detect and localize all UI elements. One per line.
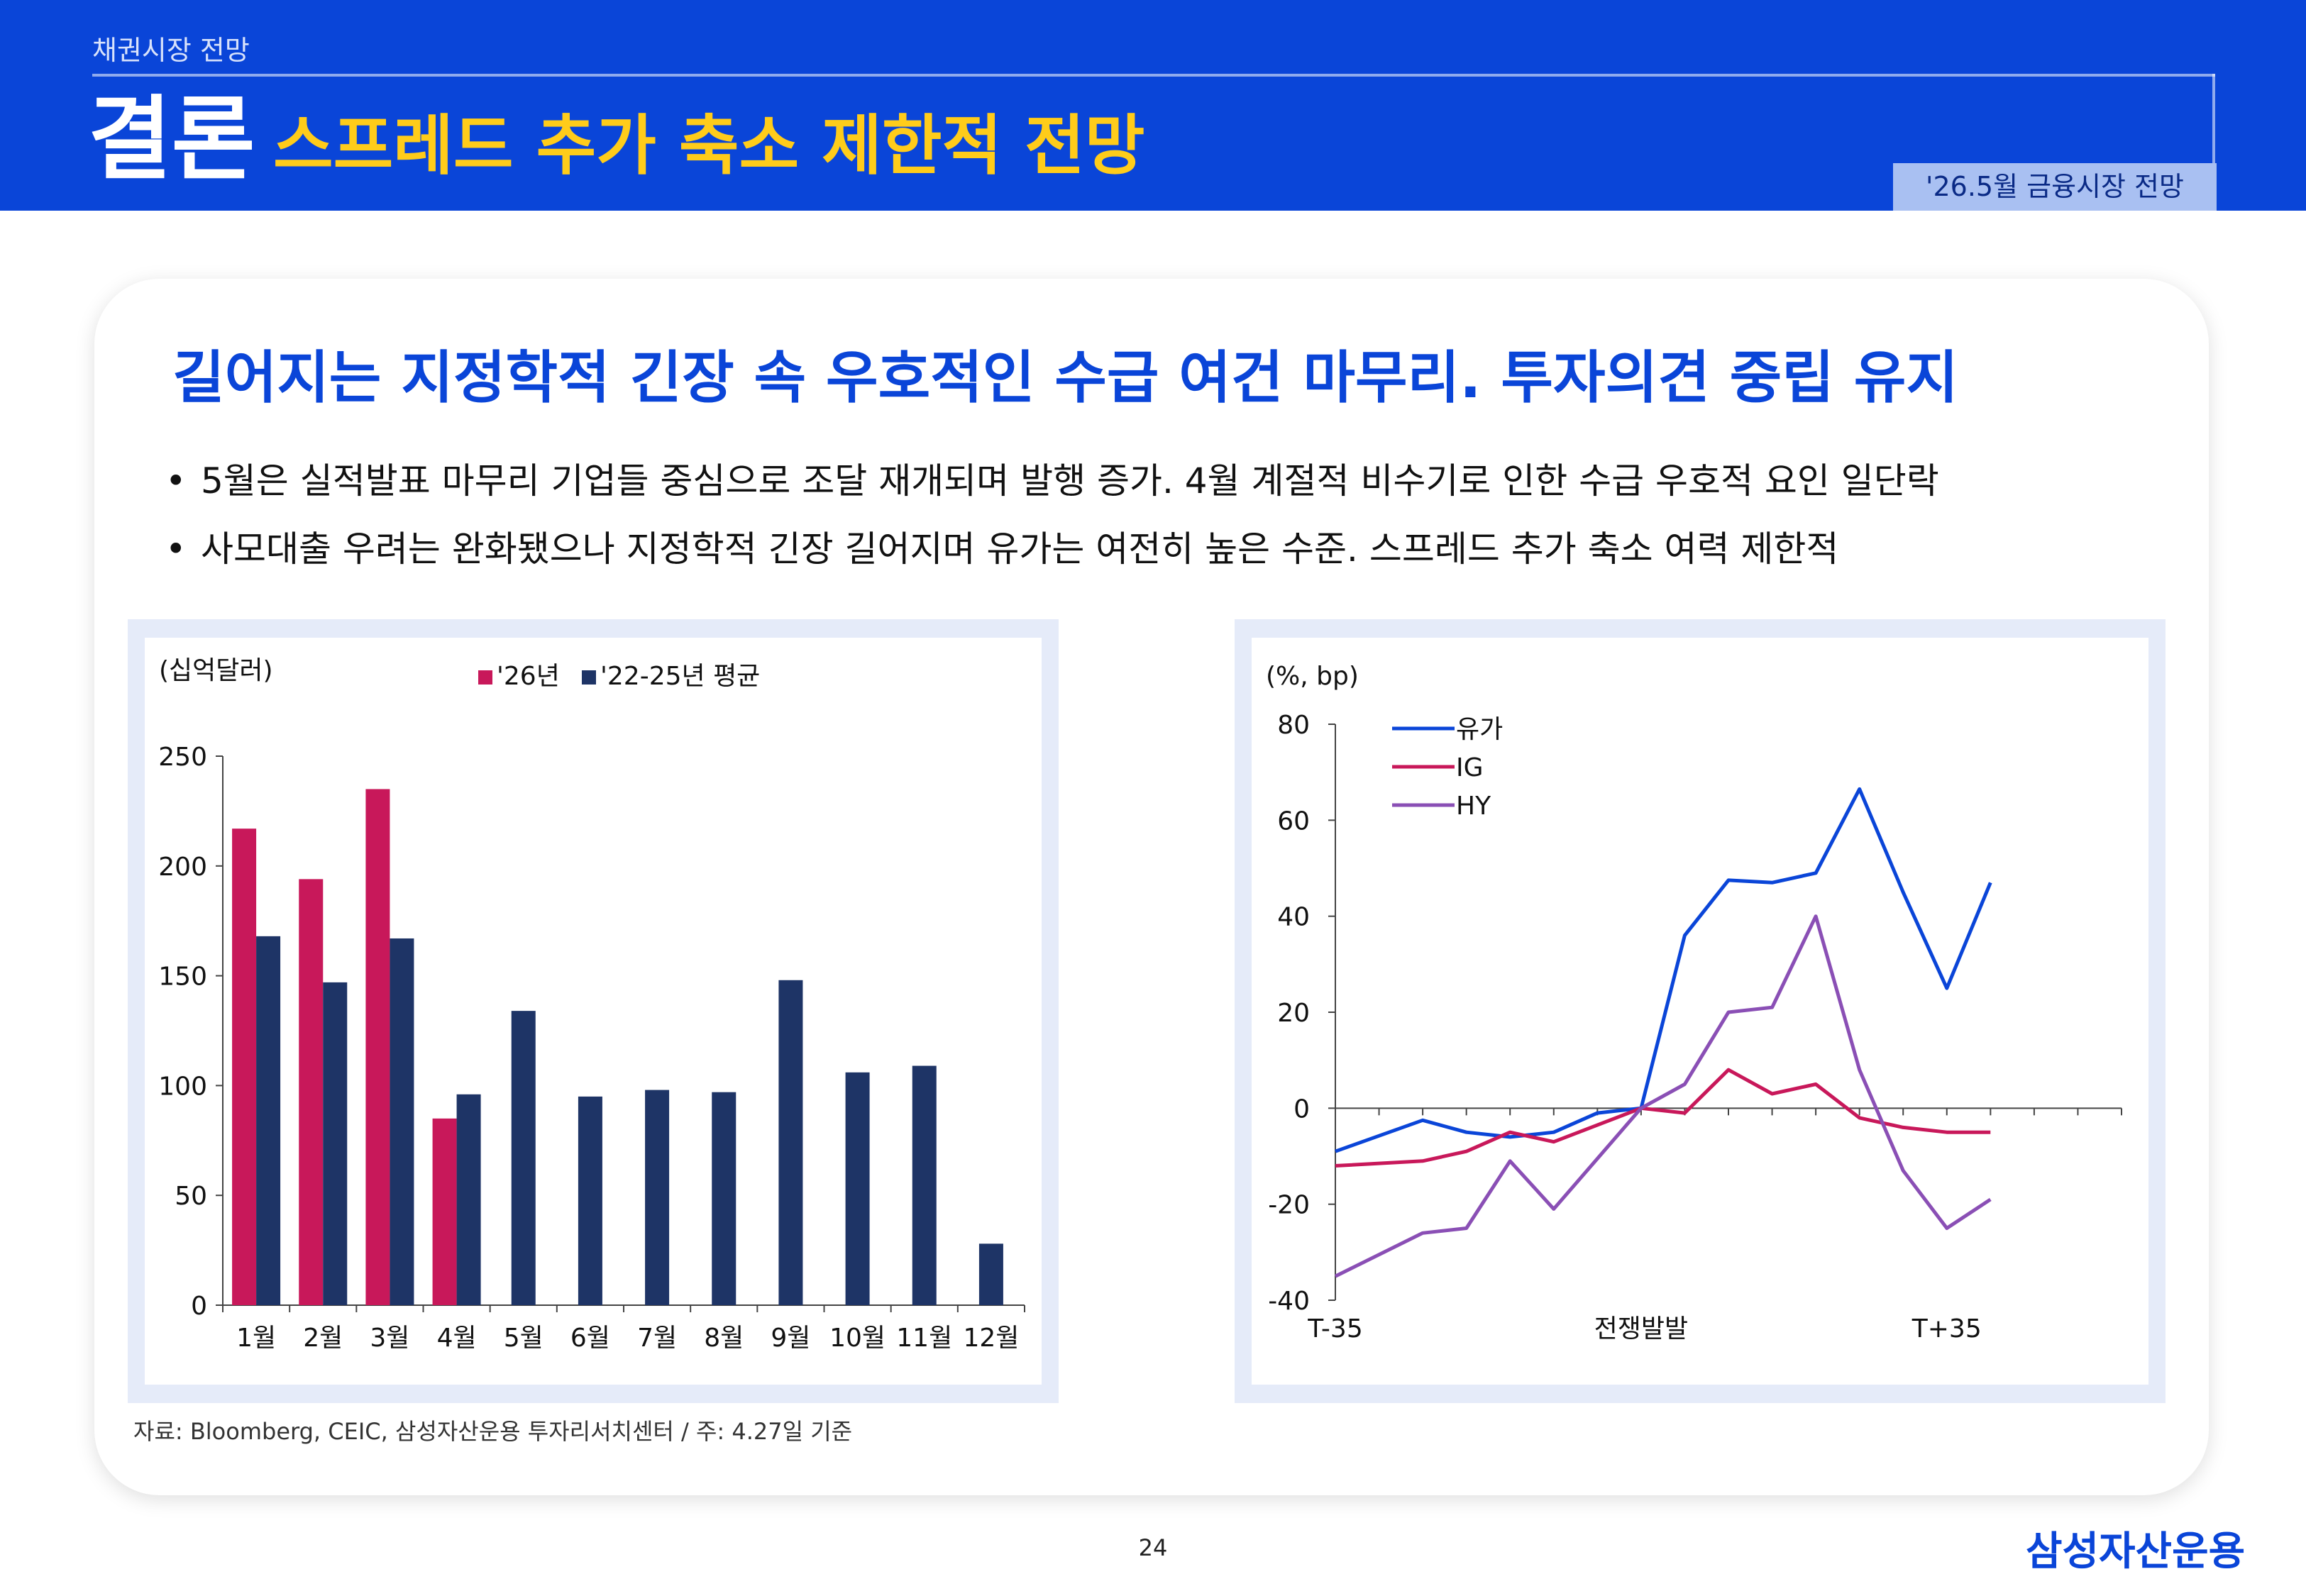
bullet-item: • 사모대출 우려는 완화됐으나 지정학적 긴장 길어지며 유가는 여전히 높은 … [165,515,1939,583]
y-unit-label: (십억달러) [159,656,273,685]
x-tick-label: 1월 [236,1324,276,1353]
y-tick-label: 0 [1293,1095,1310,1124]
x-tick-label: 8월 [704,1324,744,1353]
bar-avg-22-25 [645,1090,670,1305]
line-chart-area: (%, bp) -40 -20 0 20 40 60 80 T-35 전쟁발발 T+35 유가 IG HY [1252,638,2148,1385]
y-tick-label: 250 [158,743,207,772]
page-title: 결론 [88,87,255,192]
bar-avg-22-25 [778,980,803,1305]
x-tick-label: 전쟁발발 [1594,1314,1688,1343]
series-line [1335,787,1992,1153]
line-chart-panel: (%, bp) -40 -20 0 20 40 60 80 T-35 전쟁발발 T+35 유가 IG HY [1235,619,2166,1403]
bar-avg-22-25 [323,982,348,1305]
bullet-symbol: • [165,460,187,501]
y-unit-label: (%, bp) [1266,662,1359,691]
bar-avg-22-25 [912,1065,937,1305]
y-tick-label: 150 [158,963,207,992]
x-tick-label: 11월 [896,1324,952,1353]
y-tick-label: 40 [1277,903,1310,932]
legend-swatch [478,670,492,685]
bar-avg-22-25 [978,1243,1003,1305]
bar-2026 [365,789,390,1305]
y-tick-label: -40 [1268,1287,1310,1316]
headline: 길어지는 지정학적 긴장 속 우호적인 수급 여건 마무리. 투자의견 중립 유… [172,345,1958,411]
bullet-list: • 5월은 실적발표 마무리 기업들 중심으로 조달 재개되며 발행 증가. 4월… [165,447,1939,583]
x-tick-label: T+35 [1911,1314,1982,1343]
legend-swatch [582,670,596,685]
x-tick-label: 7월 [637,1324,677,1353]
y-tick-label: 100 [158,1072,207,1101]
x-tick-label: 12월 [963,1324,1019,1353]
bullet-text: 5월은 실적발표 마무리 기업들 중심으로 조달 재개되며 발행 증가. 4월 … [201,460,1939,501]
bar-avg-22-25 [256,936,281,1305]
y-tick-label: -20 [1268,1191,1310,1220]
bar-2026 [432,1118,457,1305]
page-subtitle: 스프레드 추가 축소 제한적 전망 [273,108,1145,184]
x-tick-label: 3월 [370,1324,409,1353]
bar-2026 [232,829,257,1305]
bullet-symbol: • [165,528,187,570]
x-tick-label: T-35 [1307,1314,1362,1343]
series-line [1334,914,1992,1278]
source-note: 자료: Bloomberg, CEIC, 삼성자산운용 투자리서치센터 / 주:… [133,1418,853,1445]
bar-avg-22-25 [712,1092,737,1305]
report-badge: '26.5월 금융시장 전망 [1893,163,2217,211]
y-tick-label: 20 [1277,999,1310,1028]
bullet-item: • 5월은 실적발표 마무리 기업들 중심으로 조달 재개되며 발행 증가. 4월… [165,447,1939,515]
x-tick-label: 10월 [829,1324,886,1353]
y-tick-label: 200 [158,853,207,882]
y-tick-label: 50 [175,1182,207,1211]
section-label: 채권시장 전망 [92,35,250,66]
header: 채권시장 전망 결론 스프레드 추가 축소 제한적 전망 '26.5월 금융시장… [0,0,2306,211]
bar-avg-22-25 [390,938,414,1305]
legend-label: IG [1456,753,1484,782]
x-tick-label: 2월 [303,1324,343,1353]
bar-avg-22-25 [511,1011,536,1305]
x-tick-label: 9월 [771,1324,810,1353]
bar-avg-22-25 [845,1072,870,1305]
line-chart: (%, bp) -40 -20 0 20 40 60 80 T-35 전쟁발발 T+35 유가 IG HY [1266,662,2122,1343]
bullet-text: 사모대출 우려는 완화됐으나 지정학적 긴장 길어지며 유가는 여전히 높은 수… [201,528,1839,570]
legend-label: '26년 [497,662,560,691]
header-divider-vertical [2212,74,2215,165]
content-card: 길어지는 지정학적 긴장 속 우호적인 수급 여건 마무리. 투자의견 중립 유… [94,279,2209,1495]
y-tick-label: 0 [191,1292,207,1321]
bar-chart: (십억달러) '26년 '22-25년 평균 0 50 100 150 200 250 1월 2월 3… [158,656,1025,1353]
x-tick-label: 4월 [437,1324,477,1353]
y-tick-label: 60 [1277,807,1310,836]
bar-chart-area: (십억달러) '26년 '22-25년 평균 0 50 100 150 200 250 1월 2월 3… [145,638,1042,1385]
legend-label: '22-25년 평균 [600,662,760,691]
company-logo: 삼성자산운용 [2026,1529,2246,1575]
series-line [1335,1068,1991,1168]
bar-avg-22-25 [578,1096,602,1305]
y-tick-label: 80 [1277,711,1310,740]
bar-2026 [299,879,324,1305]
page-number: 24 [1138,1534,1168,1561]
legend-label: 유가 [1456,715,1503,744]
header-divider [92,74,2215,77]
bar-avg-22-25 [456,1094,481,1305]
x-tick-label: 5월 [504,1324,544,1353]
bar-chart-panel: (십억달러) '26년 '22-25년 평균 0 50 100 150 200 250 1월 2월 3… [128,619,1059,1403]
legend-label: HY [1456,792,1491,821]
x-tick-label: 6월 [570,1324,610,1353]
